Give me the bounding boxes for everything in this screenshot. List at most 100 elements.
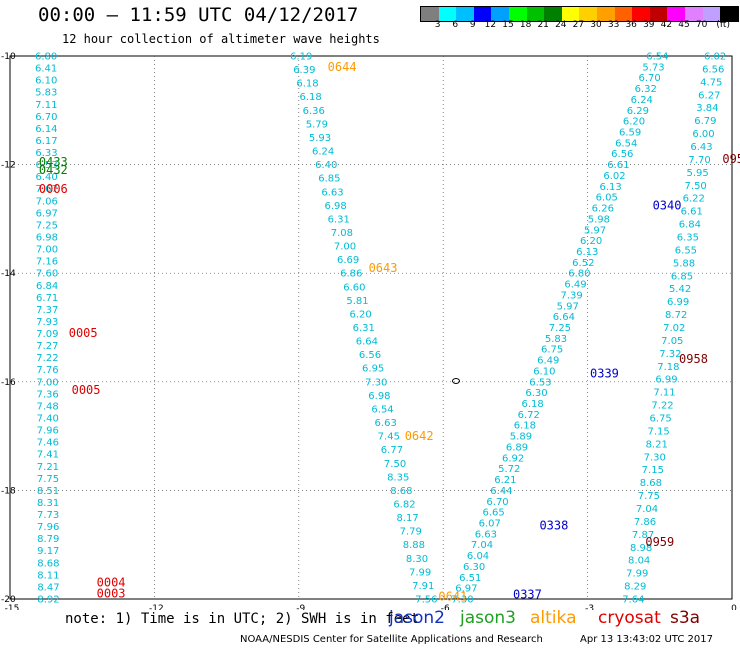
wave-height-value: 7.04 [636,504,658,515]
wave-height-value: 7.18 [657,362,679,373]
wave-height-value: 7.70 [688,155,710,166]
wave-height-value: 6.98 [36,233,58,244]
wave-height-value: 6.52 [572,258,594,269]
wave-height-value: 7.96 [37,522,59,533]
legend-item-altika: altika [530,608,577,628]
color-scale-cell [526,7,545,21]
wave-height-value: 7.56 [415,595,437,606]
wave-height-value: 6.80 [568,269,590,280]
wave-height-value: 8.35 [387,472,409,483]
wave-height-value: 7.27 [36,341,58,352]
color-scale-cell [649,7,668,21]
color-scale-cell [456,7,474,21]
color-scale-cell [491,7,509,21]
wave-height-value: 8.68 [640,478,662,489]
wave-height-value: 7.02 [663,323,685,334]
wave-height-value: 6.41 [35,64,57,75]
wave-height-value: 6.95 [362,364,384,375]
wave-height-value: 6.79 [694,116,716,127]
wave-height-value: 6.80 [35,52,57,63]
color-scale-cell [561,7,580,21]
wave-height-value: 7.60 [36,269,58,280]
wave-height-value: 5.93 [309,133,331,144]
wave-height-value: 6.55 [675,245,697,256]
wave-height-value: 8.29 [624,582,646,593]
wave-height-value: 6.20 [623,117,645,128]
wave-height-value: 6.35 [677,233,699,244]
wave-height-value: 7.30 [644,452,666,463]
wave-height-value: 6.39 [293,65,315,76]
wave-height-value: 6.60 [343,282,365,293]
wave-height-value: 4.75 [700,77,722,88]
wave-height-value: 6.36 [303,106,325,117]
wave-height-value: 7.46 [37,438,59,449]
wave-height-value: 6.75 [541,345,563,356]
wave-height-value: 8.04 [628,556,650,567]
wave-height-value: 6.32 [635,84,657,95]
pass-time-label: 0641 [438,589,467,603]
wave-height-value: 6.22 [683,194,705,205]
pass-time-label: 0959 [645,535,674,549]
pass-time-label: 0433 [39,155,68,169]
wave-height-value: 7.75 [37,474,59,485]
wave-height-value: 6.70 [35,112,57,123]
wave-height-value: 7.30 [451,595,473,606]
x-tick-label: -3 [585,604,594,610]
y-tick-label: -20 [1,595,16,605]
color-scale-label: 39 [643,20,655,30]
wave-height-value: 6.19 [290,52,312,63]
legend-item-jason3: jason3 [460,608,516,628]
wave-height-value: 5.98 [588,214,610,225]
wave-height-value: 6.70 [638,73,660,84]
plot-frame [9,55,733,600]
pass-time-label: 0340 [653,198,682,212]
color-scale-cell [473,7,492,21]
wave-height-value: 5.79 [306,119,328,130]
wave-height-value: 6.10 [35,76,57,87]
wave-height-value: 6.26 [592,204,614,215]
color-scale-cell [596,7,615,21]
wave-height-value: 9.17 [37,546,59,557]
wave-height-value: 7.67 [36,184,58,195]
color-scale-cell [544,7,562,21]
wave-height-value: 7.86 [634,517,656,528]
wave-height-value: 7.22 [36,353,58,364]
axis-ticks: -15 -12 -9 -6 -3 0 -10 -12 -14 -16 -18 -20 [1,52,737,610]
color-scale-label: 45 [678,20,690,30]
legend-item-jason2: jason2 [389,608,445,628]
wave-height-value: 5.42 [669,284,691,295]
wave-height-value: 8.17 [396,513,418,524]
color-scale-label: 27 [572,20,585,30]
wave-height-value: 6.65 [483,508,505,519]
color-scale-cell [421,7,439,21]
color-scale-cell [684,7,703,21]
wave-height-value: 7.21 [37,462,59,473]
wave-height-value: 8.92 [37,595,59,606]
wave-height-value: 6.30 [463,562,485,573]
wave-height-value: 7.09 [36,329,58,340]
wave-height-value: 6.17 [35,136,57,147]
wave-height-value: 7.05 [661,336,683,347]
wave-height-value: 6.02 [603,171,625,182]
wave-height-value: 6.71 [36,293,58,304]
y-tick-label: -12 [1,161,16,171]
wave-height-value: 8.88 [403,540,425,551]
wave-height-value: 7.37 [36,305,58,316]
wave-height-value: 6.92 [502,453,524,464]
color-scale-cell [720,7,738,21]
wave-height-value: 7.91 [412,581,434,592]
wave-height-value: 5.89 [510,432,532,443]
color-scale-cell [702,7,721,21]
wave-height-value: 7.64 [622,595,644,606]
wave-height-value: 6.31 [328,214,350,225]
legend-item-s3a: s3a [670,608,701,628]
wave-height-value: 5.97 [584,225,606,236]
wave-height-value: 7.45 [378,432,400,443]
wave-height-value: 6.56 [611,149,633,160]
x-tick-label: -15 [5,604,20,610]
wave-height-value: 6.59 [619,128,641,139]
wave-height-value: 7.40 [37,414,59,425]
wave-height-value: 6.18 [521,399,543,410]
wave-height-value: 8.21 [646,439,668,450]
legend-item-cryosat: cryosat [598,608,661,628]
